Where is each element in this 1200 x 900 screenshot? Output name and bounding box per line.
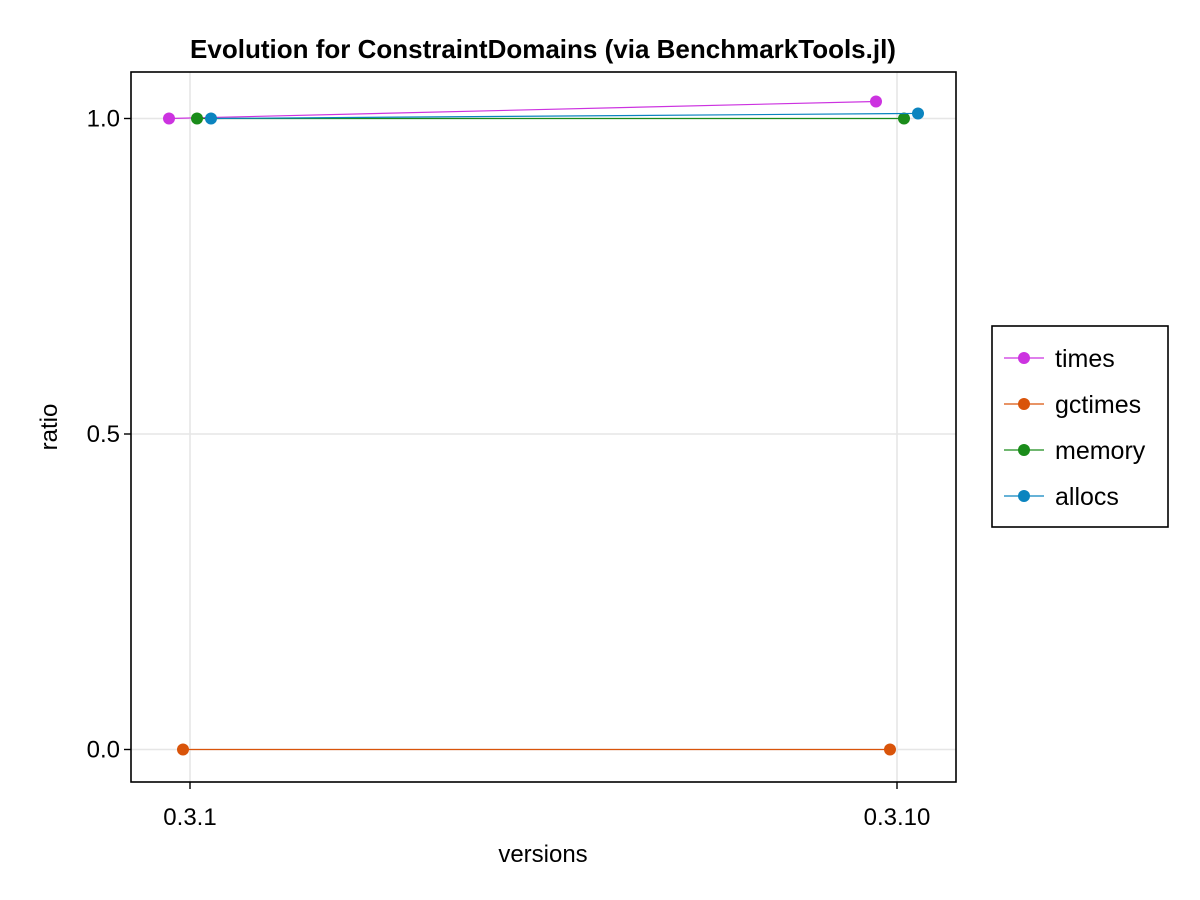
plot-frame bbox=[130, 71, 957, 783]
data-point-allocs bbox=[912, 107, 924, 120]
y-axis-ticks: 0.0 0.5 1.0 bbox=[87, 106, 131, 764]
x-tick-label: 0.3.10 bbox=[864, 804, 931, 831]
data-point-memory bbox=[191, 112, 203, 125]
series-line-times bbox=[168, 100, 877, 120]
legend-label: allocs bbox=[1055, 483, 1119, 511]
legend-marker bbox=[1018, 490, 1030, 502]
data-point-memory bbox=[898, 112, 910, 125]
data-point-allocs bbox=[205, 112, 217, 125]
legend-item-gctimes: gctimes bbox=[1004, 391, 1141, 419]
legend-item-times: times bbox=[1004, 345, 1115, 373]
data-point-gctimes bbox=[177, 743, 189, 756]
chart-title: Evolution for ConstraintDomains (via Ben… bbox=[190, 34, 896, 64]
y-tick-label: 0.5 bbox=[87, 421, 120, 448]
legend-marker bbox=[1018, 352, 1030, 364]
x-axis-label: versions bbox=[498, 841, 587, 868]
series-line-allocs bbox=[210, 112, 919, 120]
x-axis-ticks: 0.3.1 0.3.10 bbox=[163, 782, 930, 831]
legend-label: memory bbox=[1055, 437, 1146, 465]
data-point-times bbox=[163, 112, 175, 125]
legend-marker bbox=[1018, 444, 1030, 456]
legend-label: times bbox=[1055, 345, 1115, 373]
y-axis-label: ratio bbox=[36, 404, 63, 451]
x-tick-label: 0.3.1 bbox=[163, 804, 216, 831]
grid bbox=[131, 72, 956, 782]
data-point-times bbox=[870, 95, 882, 108]
legend-item-memory: memory bbox=[1004, 437, 1146, 465]
legend-label: gctimes bbox=[1055, 391, 1141, 419]
legend: times gctimes memory allocs bbox=[991, 325, 1169, 528]
series-layer bbox=[163, 95, 924, 756]
legend-item-allocs: allocs bbox=[1004, 483, 1119, 511]
legend-marker bbox=[1018, 398, 1030, 410]
y-tick-label: 0.0 bbox=[87, 737, 120, 764]
y-tick-label: 1.0 bbox=[87, 106, 120, 133]
data-point-gctimes bbox=[884, 743, 896, 756]
